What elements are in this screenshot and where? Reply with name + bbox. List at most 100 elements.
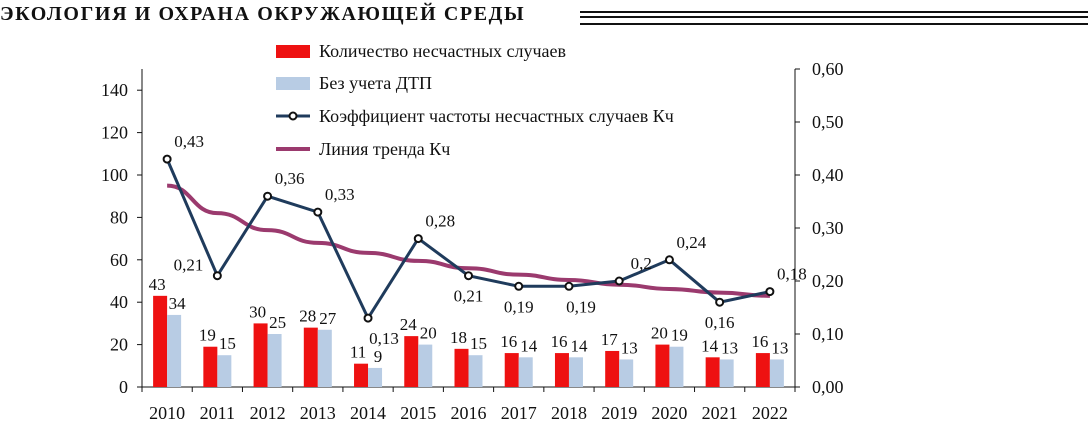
coefficient-value-label: 0,2 (631, 254, 652, 273)
bar (769, 359, 784, 387)
bar-value-label: 17 (601, 330, 619, 349)
coefficient-point (363, 313, 373, 323)
coefficient-point (514, 281, 524, 291)
bar-value-label: 34 (169, 294, 187, 313)
left-tick-label: 40 (110, 292, 128, 312)
right-tick-label: 0,50 (812, 112, 844, 132)
left-tick-label: 20 (110, 335, 128, 355)
bar-value-label: 25 (269, 313, 286, 332)
x-tick-label: 2021 (702, 403, 738, 423)
coefficient-value-label: 0,21 (454, 287, 484, 306)
bar (619, 359, 634, 387)
bar-value-label: 11 (350, 343, 366, 362)
bar (167, 314, 182, 387)
coefficient-value-label: 0,19 (566, 297, 596, 316)
right-tick-label: 0,60 (812, 59, 844, 79)
bar (655, 344, 670, 387)
bar (153, 295, 168, 387)
left-tick-label: 140 (101, 80, 128, 100)
legend-marker (288, 111, 298, 121)
bar-value-label: 43 (149, 275, 166, 294)
bar-value-label: 15 (219, 334, 236, 353)
bar-value-label: 14 (570, 336, 588, 355)
legend-label: Коэффициент частоты несчастных случаев К… (319, 106, 674, 126)
coefficient-point (664, 255, 674, 265)
bar-value-label: 19 (199, 326, 216, 345)
bar (605, 350, 620, 387)
bar (404, 336, 419, 387)
bar (504, 353, 519, 387)
coefficient-point (564, 281, 574, 291)
bar (368, 367, 383, 387)
bar-value-label: 24 (400, 315, 418, 334)
coefficient-value-label: 0,43 (174, 132, 204, 151)
bar (354, 363, 369, 387)
legend-label: Линия тренда Кч (319, 139, 450, 159)
right-tick-label: 0,10 (812, 324, 844, 344)
coefficient-value-label: 0,13 (369, 329, 399, 348)
bar (317, 329, 332, 387)
coefficient-value-label: 0,16 (705, 313, 735, 332)
x-tick-label: 2016 (451, 403, 487, 423)
x-tick-label: 2015 (400, 403, 436, 423)
x-tick-label: 2011 (200, 403, 235, 423)
coefficient-value-label: 0,19 (504, 297, 534, 316)
bar (554, 353, 569, 387)
coefficient-point (313, 207, 323, 217)
right-tick-label: 0,00 (812, 377, 844, 397)
x-tick-label: 2012 (250, 403, 286, 423)
x-tick-label: 2010 (149, 403, 185, 423)
bar-value-label: 13 (721, 338, 738, 357)
bar-value-label: 16 (500, 332, 517, 351)
coefficient-point (413, 234, 423, 244)
x-tick-label: 2013 (300, 403, 336, 423)
x-tick-label: 2022 (752, 403, 788, 423)
bar (267, 334, 282, 387)
bar (203, 346, 218, 387)
bar (217, 355, 232, 387)
x-tick-label: 2017 (501, 403, 537, 423)
coefficient-value-label: 0,36 (275, 169, 305, 188)
bar-value-label: 20 (651, 324, 668, 343)
bar (719, 359, 734, 387)
bar-value-label: 28 (299, 307, 316, 326)
bar-value-label: 16 (751, 332, 768, 351)
bar-value-label: 9 (374, 347, 383, 366)
right-tick-label: 0,40 (812, 165, 844, 185)
left-tick-label: 100 (101, 165, 128, 185)
x-tick-label: 2018 (551, 403, 587, 423)
coefficient-point (464, 271, 473, 281)
coefficient-value-label: 0,28 (425, 212, 455, 231)
bar (418, 344, 433, 387)
bar (454, 348, 469, 387)
bar (303, 327, 318, 387)
bar (755, 353, 770, 387)
bar-value-label: 30 (249, 302, 266, 321)
bar (669, 346, 684, 387)
right-tick-label: 0,30 (812, 218, 844, 238)
legend-swatch (276, 45, 310, 58)
coefficient-value-label: 0,21 (174, 256, 204, 275)
bar-value-label: 13 (771, 338, 788, 357)
legend-swatch (276, 77, 310, 90)
bar-value-label: 14 (701, 336, 719, 355)
bar-value-label: 14 (520, 336, 538, 355)
bar-value-label: 20 (420, 324, 437, 343)
bar-value-label: 19 (671, 326, 688, 345)
left-tick-label: 60 (110, 250, 128, 270)
coefficient-point (715, 297, 725, 307)
bar-value-label: 13 (621, 338, 638, 357)
bar (253, 323, 268, 387)
page-header: ЭКОЛОГИЯ И ОХРАНА ОКРУЖАЮЩЕЙ СРЕДЫ (0, 3, 1091, 29)
coefficient-point (614, 276, 624, 286)
x-tick-label: 2020 (651, 403, 687, 423)
bar-value-label: 18 (450, 328, 467, 347)
left-tick-label: 80 (110, 207, 128, 227)
coefficient-point (263, 191, 273, 201)
header-rule (580, 11, 1088, 25)
right-tick-label: 0,20 (812, 271, 844, 291)
bar-value-label: 16 (550, 332, 567, 351)
x-tick-label: 2019 (601, 403, 637, 423)
coefficient-point (212, 271, 222, 281)
